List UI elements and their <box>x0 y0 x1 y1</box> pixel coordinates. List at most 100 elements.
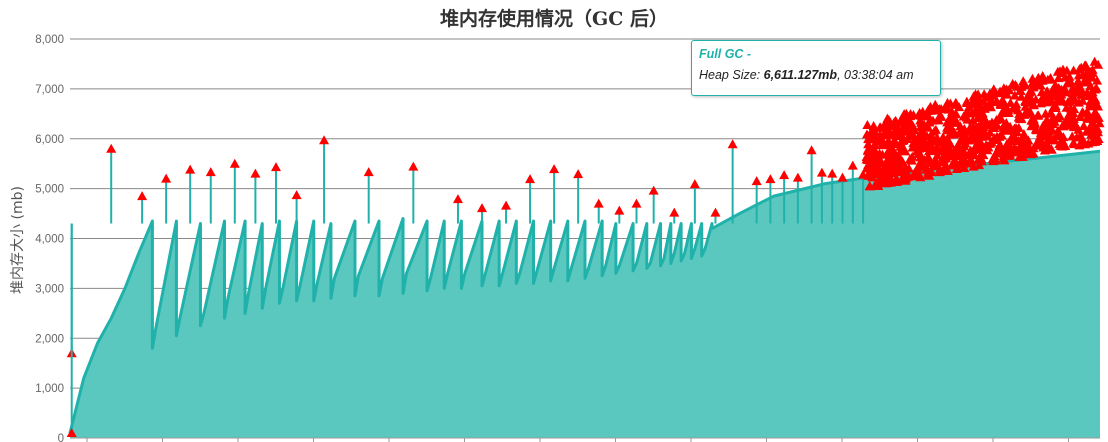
full-gc-marker-dense[interactable] <box>1053 73 1064 83</box>
full-gc-marker-dense[interactable] <box>1003 85 1014 95</box>
full-gc-marker-dense[interactable] <box>951 98 962 108</box>
full-gc-marker[interactable] <box>291 190 302 200</box>
full-gc-marker-dense[interactable] <box>1073 76 1084 86</box>
full-gc-marker[interactable] <box>669 207 680 217</box>
full-gc-marker-dense[interactable] <box>911 171 922 181</box>
full-gc-marker[interactable] <box>525 174 536 184</box>
full-gc-marker[interactable] <box>408 161 419 171</box>
full-gc-marker-dense[interactable] <box>1033 110 1044 120</box>
full-gc-marker-dense[interactable] <box>1006 132 1017 142</box>
full-gc-marker-dense[interactable] <box>926 140 937 150</box>
full-gc-marker-dense[interactable] <box>883 115 894 125</box>
full-gc-marker-dense[interactable] <box>897 156 908 166</box>
full-gc-marker-dense[interactable] <box>871 136 882 146</box>
full-gc-marker-dense[interactable] <box>978 117 989 127</box>
full-gc-marker-dense[interactable] <box>941 146 952 156</box>
full-gc-marker-dense[interactable] <box>962 106 973 116</box>
full-gc-marker-dense[interactable] <box>946 160 957 170</box>
full-gc-marker-dense[interactable] <box>1007 78 1018 88</box>
full-gc-markers[interactable] <box>66 56 1105 438</box>
full-gc-marker[interactable] <box>137 191 148 201</box>
full-gc-marker-dense[interactable] <box>922 106 933 116</box>
full-gc-marker-dense[interactable] <box>978 143 989 153</box>
full-gc-marker-dense[interactable] <box>892 163 903 173</box>
full-gc-marker-dense[interactable] <box>883 152 894 162</box>
full-gc-marker-dense[interactable] <box>1092 75 1103 85</box>
full-gc-marker-dense[interactable] <box>971 134 982 144</box>
full-gc-marker-dense[interactable] <box>1022 141 1033 151</box>
full-gc-marker[interactable] <box>593 198 604 208</box>
full-gc-marker-dense[interactable] <box>1001 138 1012 148</box>
full-gc-marker-dense[interactable] <box>1060 87 1071 97</box>
full-gc-marker-dense[interactable] <box>930 124 941 134</box>
full-gc-marker-dense[interactable] <box>916 150 927 160</box>
full-gc-marker-dense[interactable] <box>914 130 925 140</box>
full-gc-marker-dense[interactable] <box>873 181 884 191</box>
full-gc-marker-dense[interactable] <box>874 148 885 158</box>
full-gc-marker-dense[interactable] <box>874 122 885 132</box>
full-gc-marker-dense[interactable] <box>931 133 942 143</box>
full-gc-marker-dense[interactable] <box>991 131 1002 141</box>
full-gc-marker-dense[interactable] <box>1018 76 1029 86</box>
full-gc-marker-dense[interactable] <box>1010 123 1021 133</box>
full-gc-marker[interactable] <box>727 139 738 149</box>
full-gc-marker-dense[interactable] <box>1085 69 1096 79</box>
full-gc-marker-dense[interactable] <box>1050 102 1061 112</box>
full-gc-marker[interactable] <box>185 164 196 174</box>
full-gc-marker-dense[interactable] <box>863 144 874 154</box>
full-gc-marker-dense[interactable] <box>957 136 968 146</box>
full-gc-marker-dense[interactable] <box>861 129 872 139</box>
full-gc-marker-dense[interactable] <box>895 145 906 155</box>
full-gc-marker-dense[interactable] <box>1047 117 1058 127</box>
full-gc-marker-dense[interactable] <box>865 170 876 180</box>
full-gc-marker-dense[interactable] <box>961 96 972 106</box>
full-gc-marker-dense[interactable] <box>900 173 911 183</box>
full-gc-marker-dense[interactable] <box>862 150 873 160</box>
full-gc-marker-dense[interactable] <box>862 119 873 129</box>
full-gc-marker-dense[interactable] <box>1003 108 1014 118</box>
full-gc-marker-dense[interactable] <box>936 111 947 121</box>
full-gc-marker-dense[interactable] <box>1094 118 1105 128</box>
full-gc-marker-dense[interactable] <box>1029 118 1040 128</box>
full-gc-marker-dense[interactable] <box>909 125 920 135</box>
full-gc-marker-dense[interactable] <box>865 163 876 173</box>
full-gc-marker-dense[interactable] <box>920 164 931 174</box>
full-gc-marker-dense[interactable] <box>1052 113 1063 123</box>
full-gc-marker-dense[interactable] <box>942 125 953 135</box>
full-gc-marker-dense[interactable] <box>1082 112 1093 122</box>
full-gc-marker-dense[interactable] <box>998 148 1009 158</box>
full-gc-marker-dense[interactable] <box>910 139 921 149</box>
full-gc-marker-dense[interactable] <box>968 94 979 104</box>
full-gc-marker-dense[interactable] <box>1086 129 1097 139</box>
full-gc-marker-dense[interactable] <box>1077 95 1088 105</box>
full-gc-marker-dense[interactable] <box>983 131 994 141</box>
full-gc-marker-dense[interactable] <box>978 96 989 106</box>
full-gc-marker-dense[interactable] <box>1087 117 1098 127</box>
full-gc-marker-dense[interactable] <box>951 145 962 155</box>
full-gc-marker-dense[interactable] <box>966 125 977 135</box>
full-gc-marker-dense[interactable] <box>1011 81 1022 91</box>
full-gc-marker-dense[interactable] <box>1037 137 1048 147</box>
full-gc-marker-dense[interactable] <box>967 115 978 125</box>
full-gc-marker[interactable] <box>161 173 172 183</box>
full-gc-marker-dense[interactable] <box>1088 110 1099 120</box>
full-gc-marker-dense[interactable] <box>967 148 978 158</box>
full-gc-marker-dense[interactable] <box>935 164 946 174</box>
full-gc-marker-dense[interactable] <box>974 160 985 170</box>
full-gc-marker-dense[interactable] <box>863 134 874 144</box>
full-gc-marker-dense[interactable] <box>863 139 874 149</box>
full-gc-marker-dense[interactable] <box>898 135 909 145</box>
full-gc-marker-dense[interactable] <box>1092 136 1103 146</box>
full-gc-marker-dense[interactable] <box>1013 112 1024 122</box>
full-gc-marker-dense[interactable] <box>1009 90 1020 100</box>
full-gc-marker-dense[interactable] <box>951 163 962 173</box>
full-gc-marker[interactable] <box>271 162 281 172</box>
full-gc-marker-dense[interactable] <box>1038 91 1049 101</box>
full-gc-marker[interactable] <box>319 135 330 145</box>
full-gc-marker-dense[interactable] <box>1001 118 1012 128</box>
full-gc-marker-dense[interactable] <box>946 128 957 138</box>
full-gc-marker-dense[interactable] <box>1093 59 1104 69</box>
full-gc-marker-dense[interactable] <box>995 99 1006 109</box>
full-gc-marker-dense[interactable] <box>1091 124 1102 134</box>
full-gc-marker[interactable] <box>452 194 463 204</box>
